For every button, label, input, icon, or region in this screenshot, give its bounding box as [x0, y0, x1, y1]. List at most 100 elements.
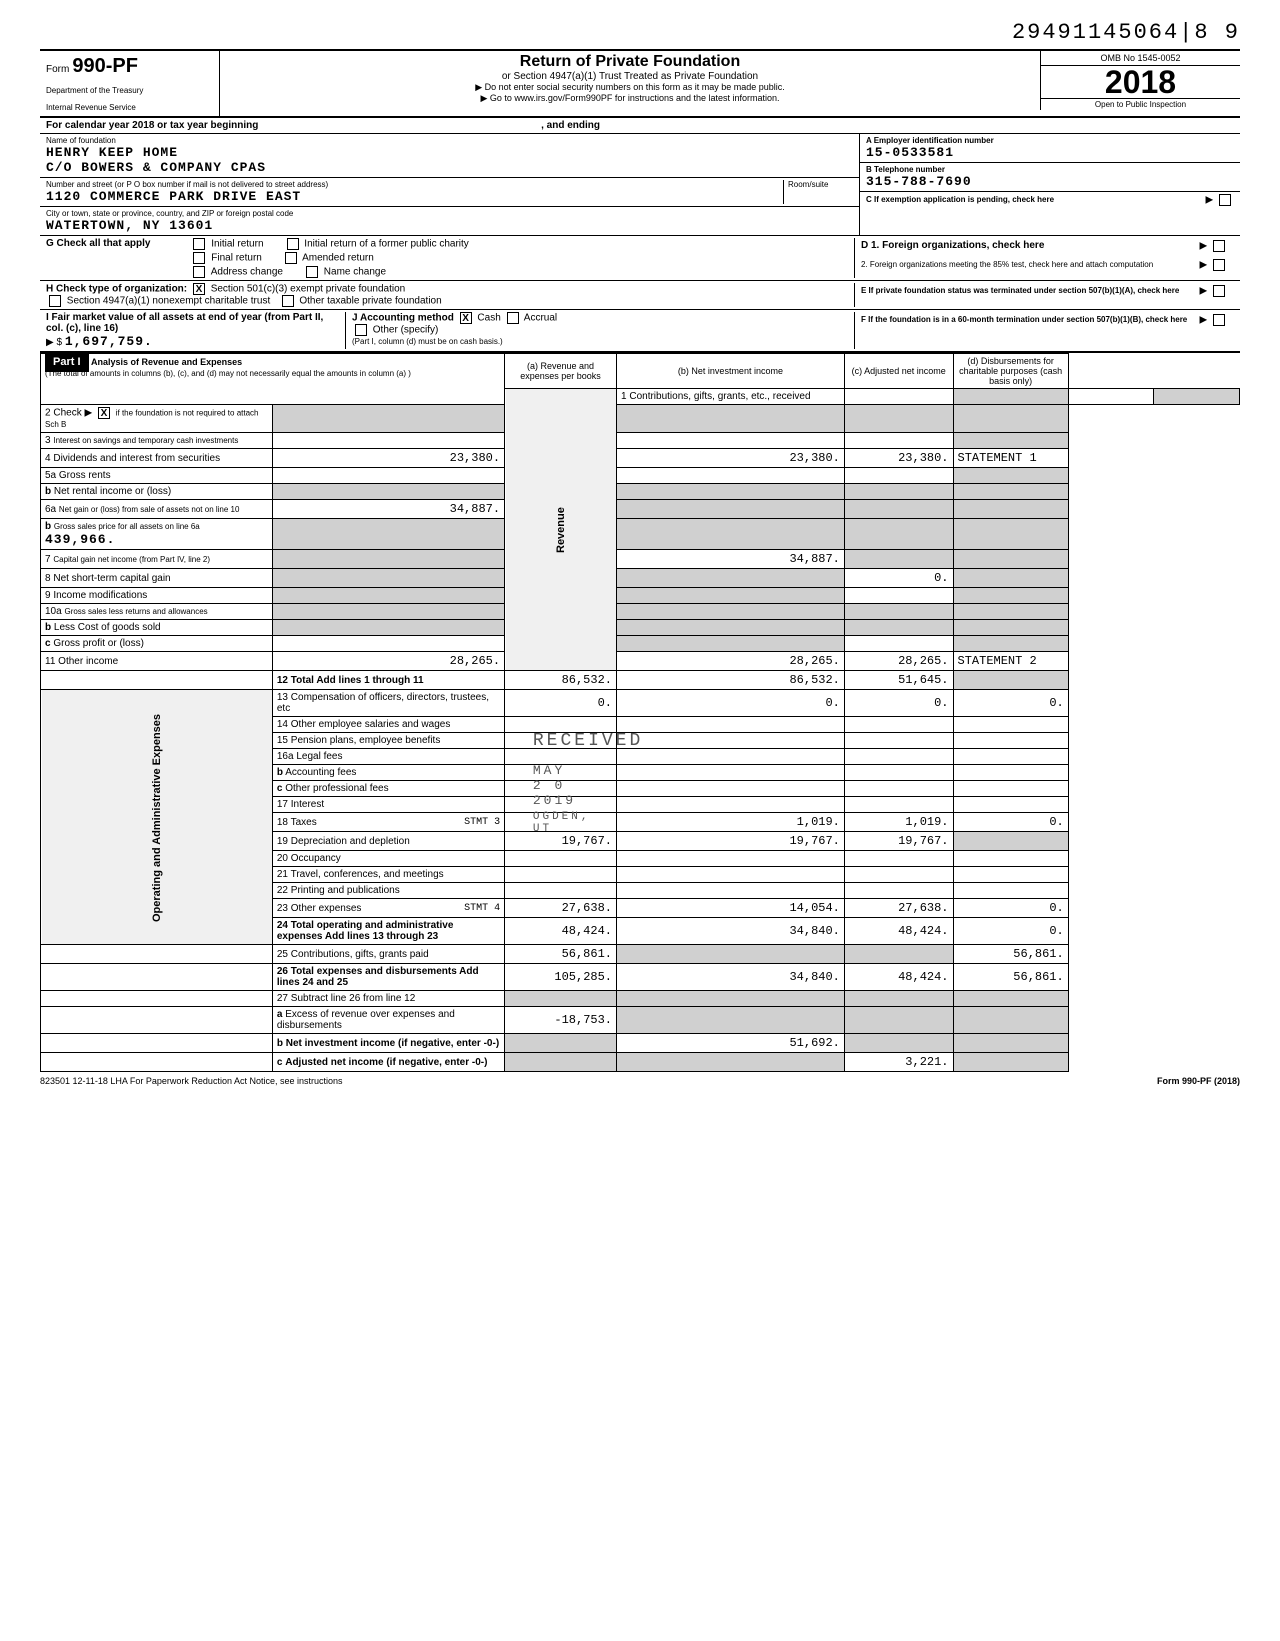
- line-23-c: 27,638.: [844, 899, 953, 918]
- line-23-desc: Other expenses: [291, 903, 362, 914]
- line-1-no: 1: [621, 391, 627, 402]
- checkbox-final[interactable]: [193, 252, 205, 264]
- col-b-header: (b) Net investment income: [617, 354, 845, 389]
- line-13-no: 13: [277, 692, 288, 703]
- line-6b-desc: Gross sales price for all assets on line…: [54, 522, 200, 531]
- checkbox-initial[interactable]: [193, 238, 205, 250]
- line-13-b: 0.: [617, 690, 845, 717]
- line-11-c: 28,265.: [844, 652, 953, 671]
- line-10a-desc: Gross sales less returns and allowances: [64, 607, 207, 616]
- accounting-label: J Accounting method: [352, 313, 454, 324]
- line-23-b: 14,054.: [617, 899, 845, 918]
- line-19-b: 19,767.: [617, 832, 845, 851]
- line-11-desc: Other income: [58, 656, 118, 667]
- line-10b-desc: Less Cost of goods sold: [54, 622, 161, 633]
- phone-value: 315-788-7690: [866, 174, 1234, 189]
- line-19-no: 19: [277, 836, 288, 847]
- line-6a-desc: Net gain or (loss) from sale of assets n…: [59, 505, 240, 514]
- line-12-a: 86,532.: [505, 671, 617, 690]
- section-h: H Check type of organization: X Section …: [40, 281, 1240, 310]
- name-change-label: Name change: [324, 267, 386, 278]
- box-d2-label: 2. Foreign organizations meeting the 85%…: [861, 260, 1153, 269]
- line-12-b: 86,532.: [617, 671, 845, 690]
- revenue-side-label: Revenue: [505, 389, 617, 671]
- ending-label: , and ending: [541, 120, 600, 131]
- line-26-desc: Total expenses and disbursements Add lin…: [277, 966, 479, 988]
- line-21-desc: Travel, conferences, and meetings: [291, 869, 444, 880]
- checkbox-4947[interactable]: [49, 295, 61, 307]
- line-24-b: 34,840.: [617, 918, 845, 945]
- checkbox-initial-former[interactable]: [287, 238, 299, 250]
- section-h-label: H Check type of organization:: [46, 284, 187, 295]
- line-18-desc: Taxes: [291, 817, 317, 828]
- line-16b-desc: Accounting fees: [285, 767, 356, 778]
- line-9-no: 9: [45, 590, 51, 601]
- line-27b-desc: Net investment income (if negative, ente…: [286, 1038, 499, 1049]
- line-10c-no: c: [45, 638, 51, 649]
- line-7-b: 34,887.: [617, 550, 845, 569]
- checkbox-schb[interactable]: X: [98, 407, 110, 419]
- line-5a-desc: Gross rents: [59, 470, 111, 481]
- form-title: Return of Private Foundation: [226, 53, 1034, 71]
- other-method-label: Other (specify): [373, 325, 439, 336]
- checkbox-name-change[interactable]: [306, 266, 318, 278]
- line-16a-no: 16a: [277, 751, 294, 762]
- room-label: Room/suite: [788, 180, 853, 189]
- line-21-no: 21: [277, 869, 288, 880]
- line-15-desc: Pension plans, employee benefits: [291, 735, 441, 746]
- foundation-address: 1120 COMMERCE PARK DRIVE EAST: [46, 189, 783, 204]
- initial-return-label: Initial return: [211, 239, 263, 250]
- part1-table: Part I Analysis of Revenue and Expenses …: [40, 353, 1240, 1072]
- checkbox-501c3[interactable]: X: [193, 283, 205, 295]
- line-25-d: 56,861.: [953, 945, 1068, 964]
- line-7-desc: Capital gain net income (from Part IV, l…: [53, 555, 210, 564]
- checkbox-amended[interactable]: [285, 252, 297, 264]
- form-prefix: Form: [46, 64, 69, 75]
- fmv-arrow: ▶ $: [46, 337, 62, 348]
- line-26-c: 48,424.: [844, 964, 953, 991]
- city-label: City or town, state or province, country…: [46, 209, 853, 218]
- footer-left: 823501 12-11-18 LHA For Paperwork Reduct…: [40, 1076, 343, 1086]
- line-17-desc: Interest: [291, 799, 324, 810]
- box-c-label: C If exemption application is pending, c…: [866, 195, 1054, 204]
- line-6b-val: 439,966.: [45, 532, 115, 547]
- line-25-a: 56,861.: [505, 945, 617, 964]
- box-d2-checkbox[interactable]: [1213, 259, 1225, 271]
- line-24-d: 0.: [953, 918, 1068, 945]
- checkbox-other-method[interactable]: [355, 324, 367, 336]
- box-d1-checkbox[interactable]: [1213, 240, 1225, 252]
- form-subtitle: or Section 4947(a)(1) Trust Treated as P…: [226, 71, 1034, 82]
- line-20-no: 20: [277, 853, 288, 864]
- line-2-no: 2: [45, 408, 51, 419]
- line-3-no: 3: [45, 435, 51, 446]
- checkbox-cash[interactable]: X: [460, 312, 472, 324]
- line-18-no: 18: [277, 817, 288, 828]
- opt-other-label: Other taxable private foundation: [299, 296, 441, 307]
- box-e-checkbox[interactable]: [1213, 285, 1225, 297]
- line-1-desc: Contributions, gifts, grants, etc., rece…: [629, 391, 810, 402]
- address-label: Number and street (or P O box number if …: [46, 180, 783, 189]
- line-24-no: 24: [277, 920, 288, 931]
- line-10a-no: 10a: [45, 606, 62, 617]
- checkbox-other-taxable[interactable]: [282, 295, 294, 307]
- box-c-checkbox[interactable]: [1219, 194, 1231, 206]
- part1-note: (The total of amounts in columns (b), (c…: [45, 369, 411, 378]
- box-e-label: E If private foundation status was termi…: [861, 286, 1179, 295]
- checkbox-addr-change[interactable]: [193, 266, 205, 278]
- line-9-desc: Income modifications: [53, 590, 147, 601]
- line-13-a: 0.: [505, 690, 617, 717]
- line-4-stmt: STATEMENT 1: [958, 451, 1037, 465]
- line-4-c: 23,380.: [898, 451, 948, 465]
- checkbox-accrual[interactable]: [507, 312, 519, 324]
- line-24-c: 48,424.: [844, 918, 953, 945]
- line-18-c: 1,019.: [844, 813, 953, 832]
- line-12-no: 12: [277, 675, 288, 686]
- line-8-desc: Net short-term capital gain: [53, 573, 170, 584]
- line-25-no: 25: [277, 949, 288, 960]
- line-27a-no: a: [277, 1009, 283, 1020]
- line-23-no: 23: [277, 903, 288, 914]
- cash-basis-note: (Part I, column (d) must be on cash basi…: [352, 337, 503, 346]
- footer-right: Form 990-PF (2018): [1157, 1076, 1240, 1086]
- line-11-b: 28,265.: [617, 652, 845, 671]
- box-f-checkbox[interactable]: [1213, 314, 1225, 326]
